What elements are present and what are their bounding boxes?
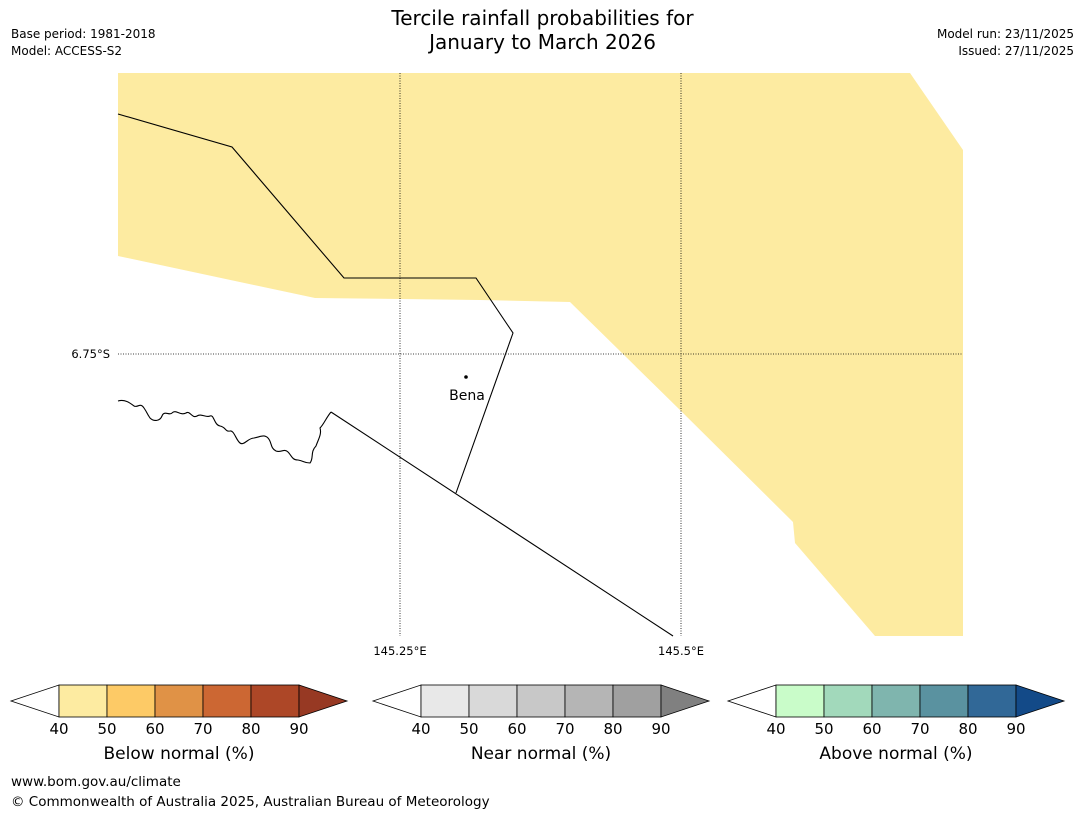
colorbar-2-tick-50: 50 — [814, 720, 833, 738]
colorbar-1-low-extend — [371, 684, 422, 718]
colorbar-1-tick-60: 60 — [507, 720, 526, 738]
colorbar-1-tick-80: 80 — [603, 720, 622, 738]
colorbar-1-tick-40: 40 — [411, 720, 430, 738]
colorbar-2-tick-60: 60 — [862, 720, 881, 738]
colorbar-1-segment-3 — [564, 684, 614, 718]
lat-label-6-75s: 6.75°S — [71, 347, 110, 361]
bena-label: Bena — [449, 388, 485, 404]
colorbar-0-segment-2 — [154, 684, 204, 718]
colorbar-0-segment-3 — [202, 684, 252, 718]
river-boundary — [117, 399, 332, 464]
colorbar-2-segment-0 — [775, 684, 825, 718]
colorbar-2-tick-40: 40 — [766, 720, 785, 738]
colorbar-1-tick-90: 90 — [651, 720, 670, 738]
colorbar-0-tick-40: 40 — [49, 720, 68, 738]
colorbar-0-low-extend — [9, 684, 60, 718]
colorbar-1-segment-1 — [468, 684, 518, 718]
province-boundary-south — [330, 411, 674, 637]
above-normal-label: Above normal (%) — [819, 744, 973, 764]
colorbar-1-high-extend — [660, 684, 711, 718]
colorbars: 40 50 60 70 80 90 40 50 60 70 80 90 40 50 60 70 80 90 — [9, 684, 1066, 738]
colorbar-1-tick-70: 70 — [555, 720, 574, 738]
below-normal-label: Below normal (%) — [103, 744, 255, 764]
colorbar-2-low-extend — [726, 684, 777, 718]
colorbar-2-tick-70: 70 — [910, 720, 929, 738]
model-name: Model: ACCESS-S2 — [11, 44, 123, 58]
meta-right: Model run: 23/11/2025 Issued: 27/11/2025 — [937, 26, 1074, 60]
title-line-1: Tercile rainfall probabilities for — [391, 6, 694, 30]
probability-fill-region — [118, 73, 963, 636]
colorbar-2-segment-4 — [967, 684, 1017, 718]
colorbar-2-high-extend — [1015, 684, 1066, 718]
colorbar-0-segment-1 — [106, 684, 156, 718]
colorbar-0-tick-50: 50 — [97, 720, 116, 738]
colorbar-1-segment-4 — [612, 684, 662, 718]
colorbar-0-segment-0 — [58, 684, 108, 718]
model-run: Model run: 23/11/2025 — [936, 27, 1074, 41]
bena-marker[interactable] — [464, 375, 468, 379]
issued-date: Issued: 27/11/2025 — [958, 44, 1074, 58]
colorbar-0-tick-70: 70 — [193, 720, 212, 738]
meta-left: Base period: 1981-2018 Model: ACCESS-S2 — [11, 26, 156, 60]
colorbar-1-tick-50: 50 — [459, 720, 478, 738]
colorbar-2-segment-2 — [871, 684, 921, 718]
colorbar-0-tick-60: 60 — [145, 720, 164, 738]
colorbar-0-segment-4 — [250, 684, 300, 718]
map-title: Tercile rainfall probabilities for Janua… — [0, 6, 1085, 54]
footer-url[interactable]: www.bom.gov.au/climate — [11, 774, 181, 790]
colorbar-2-tick-90: 90 — [1006, 720, 1025, 738]
colorbar-0-tick-80: 80 — [241, 720, 260, 738]
colorbar-2-segment-3 — [919, 684, 969, 718]
colorbar-2-segment-1 — [823, 684, 873, 718]
province-boundary — [117, 113, 514, 494]
lon-label-145-5e: 145.5°E — [658, 644, 704, 658]
footer-copyright: © Commonwealth of Australia 2025, Austra… — [11, 794, 490, 810]
colorbar-0-tick-90: 90 — [289, 720, 308, 738]
near-normal-label: Near normal (%) — [470, 744, 612, 764]
colorbar-1-segment-2 — [516, 684, 566, 718]
colorbar-1-segment-0 — [420, 684, 470, 718]
base-period: Base period: 1981-2018 — [11, 27, 156, 41]
lon-label-145-25e: 145.25°E — [373, 644, 426, 658]
title-line-2: January to March 2026 — [429, 30, 656, 54]
colorbar-0-high-extend — [298, 684, 349, 718]
colorbar-2-tick-80: 80 — [958, 720, 977, 738]
